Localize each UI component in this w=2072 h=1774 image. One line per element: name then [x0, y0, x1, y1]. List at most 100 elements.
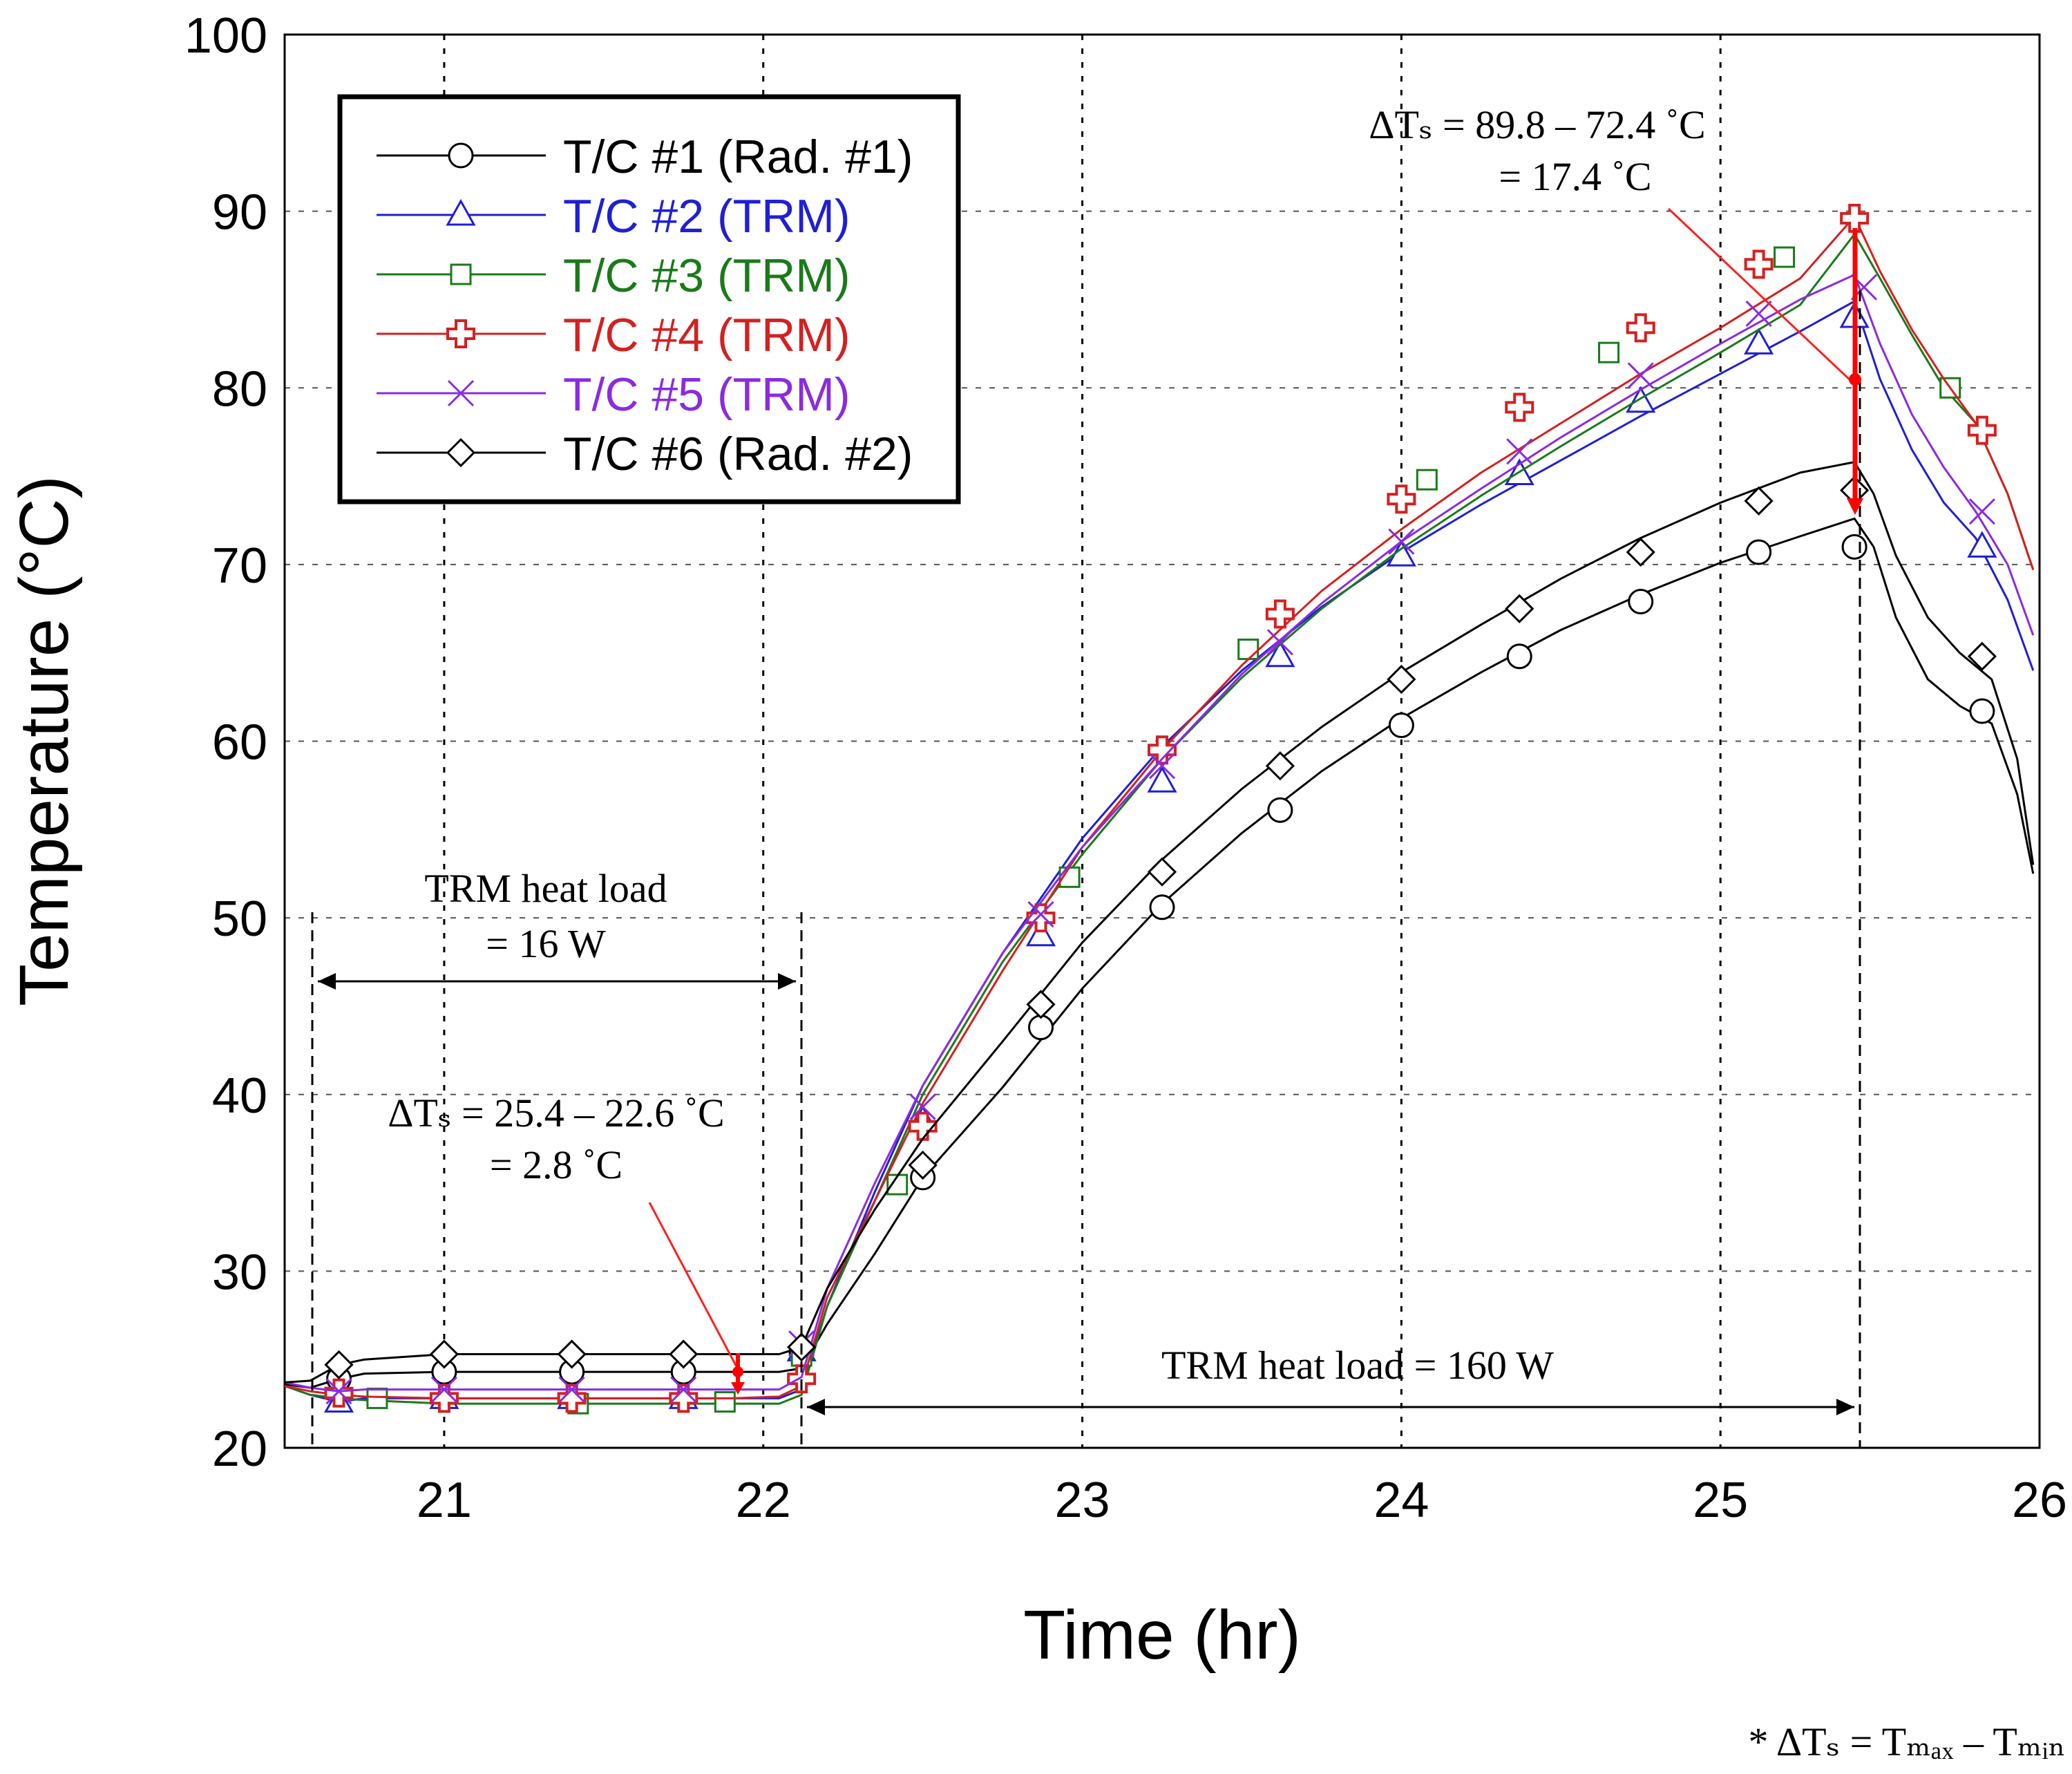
series-point-4-13: [1744, 249, 1774, 279]
legend-marker-1: [448, 142, 474, 169]
series-point-2-12: [1626, 386, 1656, 413]
y-tick-label-30: 30: [212, 1245, 267, 1300]
series-point-6-8: [1147, 857, 1177, 887]
top-delta-arrowhead: [1847, 498, 1863, 515]
legend-marker-3: [450, 263, 472, 285]
series-point-1-15: [1969, 698, 1995, 724]
legend-label-3: T/C #3 (TRM): [563, 249, 850, 302]
y-tick-label-40: 40: [212, 1068, 267, 1124]
legend-marker-6: [446, 437, 476, 468]
series-point-2-7: [1025, 919, 1056, 947]
series-point-1-7: [1028, 1015, 1054, 1041]
bottom-delta-dot: [732, 1366, 743, 1377]
legend-frame: [337, 94, 961, 504]
series-point-3-9: [1598, 341, 1620, 364]
series-point-1-8: [1149, 894, 1175, 921]
series-point-6-2: [429, 1339, 459, 1369]
tick-labels: 21 22 23 24 25 26 20 30 40 50 60 70 80 90 100: [184, 8, 2067, 1528]
legend-marker-5: [447, 379, 475, 407]
series-point-2-13: [1744, 328, 1774, 355]
series-point-4-12: [1626, 313, 1655, 343]
low-load-arrowhead-right: [778, 973, 796, 990]
series-point-4-8: [1148, 735, 1177, 765]
series-point-5-9: [1266, 629, 1293, 656]
series-point-3-10: [1774, 246, 1796, 268]
series-point-5-12: [1627, 362, 1654, 389]
series-point-5-13: [1745, 300, 1772, 327]
bottom-delta-label-line2: = 2.8 ˚C: [490, 1142, 622, 1187]
series-layer: [284, 203, 2035, 1415]
legend-item-3: T/C #3 (TRM): [377, 249, 850, 302]
series-point-2-15: [1967, 531, 1997, 558]
series-point-5-1: [325, 1378, 352, 1405]
high-load-label: TRM heat load = 160 W: [1161, 1343, 1554, 1388]
high-load-arrowhead-right: [1836, 1399, 1854, 1415]
legend: T/C #1 (Rad. #1) T/C #2 (TRM) T/C #3 (TRM)…: [337, 94, 961, 504]
series-point-5-11: [1506, 438, 1533, 465]
series-point-4-9: [1265, 599, 1295, 629]
series-point-5-6: [909, 1093, 936, 1120]
series-point-3-1: [366, 1387, 388, 1409]
top-delta-pointer: [1667, 207, 1853, 383]
series-line-t-c-1-rad-1: [284, 517, 2035, 1389]
low-load-label-line2: = 16 W: [486, 921, 606, 966]
x-tick-label-26: 26: [2012, 1473, 2067, 1528]
y-tick-label-80: 80: [212, 361, 267, 417]
top-delta-label-line1: ΔTₛ = 89.8 – 72.4 ˚C: [1369, 102, 1705, 147]
x-tick-label-25: 25: [1693, 1473, 1748, 1528]
y-tick-label-100: 100: [184, 8, 267, 64]
series-point-6-10: [1387, 664, 1416, 695]
series-line-t-c-5-trm: [284, 274, 2035, 1393]
legend-item-5: T/C #5 (TRM): [377, 368, 850, 421]
series-point-6-12: [1626, 537, 1655, 567]
legend-label-5: T/C #5 (TRM): [563, 368, 850, 421]
legend-label-2: T/C #2 (TRM): [563, 190, 850, 243]
x-tick-label-22: 22: [736, 1473, 791, 1528]
legend-entries: T/C #1 (Rad. #1) T/C #2 (TRM) T/C #3 (TRM)…: [377, 131, 913, 480]
series-point-3-3: [714, 1391, 736, 1413]
series-point-5-2: [430, 1376, 457, 1403]
series-point-1-11: [1506, 643, 1532, 670]
legend-marker-2: [446, 198, 476, 226]
series-point-4-14: [1840, 203, 1870, 233]
legend-label-6: T/C #6 (Rad. #2): [563, 428, 913, 480]
series-point-5-10: [1388, 528, 1415, 555]
legend-label-4: T/C #4 (TRM): [563, 309, 850, 361]
series-point-5-15: [1968, 498, 1995, 525]
top-delta-label-line2: = 17.4 ˚C: [1499, 154, 1651, 199]
series-point-1-9: [1267, 797, 1293, 823]
series-point-5-7: [1027, 900, 1054, 928]
series-point-4-15: [1967, 415, 1997, 445]
series-point-5-8: [1148, 753, 1176, 780]
x-axis-label: Time (hr): [1023, 1596, 1301, 1674]
series-point-1-14: [1841, 534, 1867, 560]
legend-item-1: T/C #1 (Rad. #1): [377, 131, 913, 183]
legend-label-1: T/C #1 (Rad. #1): [563, 131, 913, 183]
y-tick-label-90: 90: [212, 185, 267, 240]
series-point-4-7: [1026, 903, 1056, 933]
series-point-3-8: [1416, 469, 1438, 491]
series-point-5-3: [558, 1376, 585, 1403]
y-tick-label-70: 70: [212, 538, 267, 594]
series-point-5-4: [670, 1376, 697, 1403]
footnote: * ΔTₛ = Tₘₐₓ – Tₘᵢₙ: [1749, 1719, 2066, 1764]
series-point-1-12: [1628, 589, 1654, 615]
series-point-4-6: [908, 1111, 938, 1141]
x-tick-label-21: 21: [417, 1473, 472, 1528]
series-point-6-13: [1744, 486, 1774, 516]
y-tick-label-20: 20: [212, 1422, 267, 1477]
high-load-arrowhead-left: [807, 1399, 825, 1415]
series-line-t-c-6-rad-2: [284, 461, 2035, 1384]
legend-marker-4: [446, 319, 475, 348]
plot-frame: [283, 33, 2041, 1449]
series-t-c-6-rad-2: [284, 461, 2035, 1384]
series-point-6-4: [669, 1339, 698, 1369]
series-point-4-10: [1387, 484, 1416, 514]
low-load-label-line1: TRM heat load: [424, 866, 667, 911]
series-point-4-5: [787, 1364, 817, 1394]
series-point-6-1: [324, 1350, 354, 1379]
top-delta-dot: [1849, 373, 1861, 386]
series-point-6-7: [1026, 990, 1056, 1019]
legend-item-2: T/C #2 (TRM): [377, 190, 850, 243]
series-point-6-15: [1967, 641, 1997, 671]
